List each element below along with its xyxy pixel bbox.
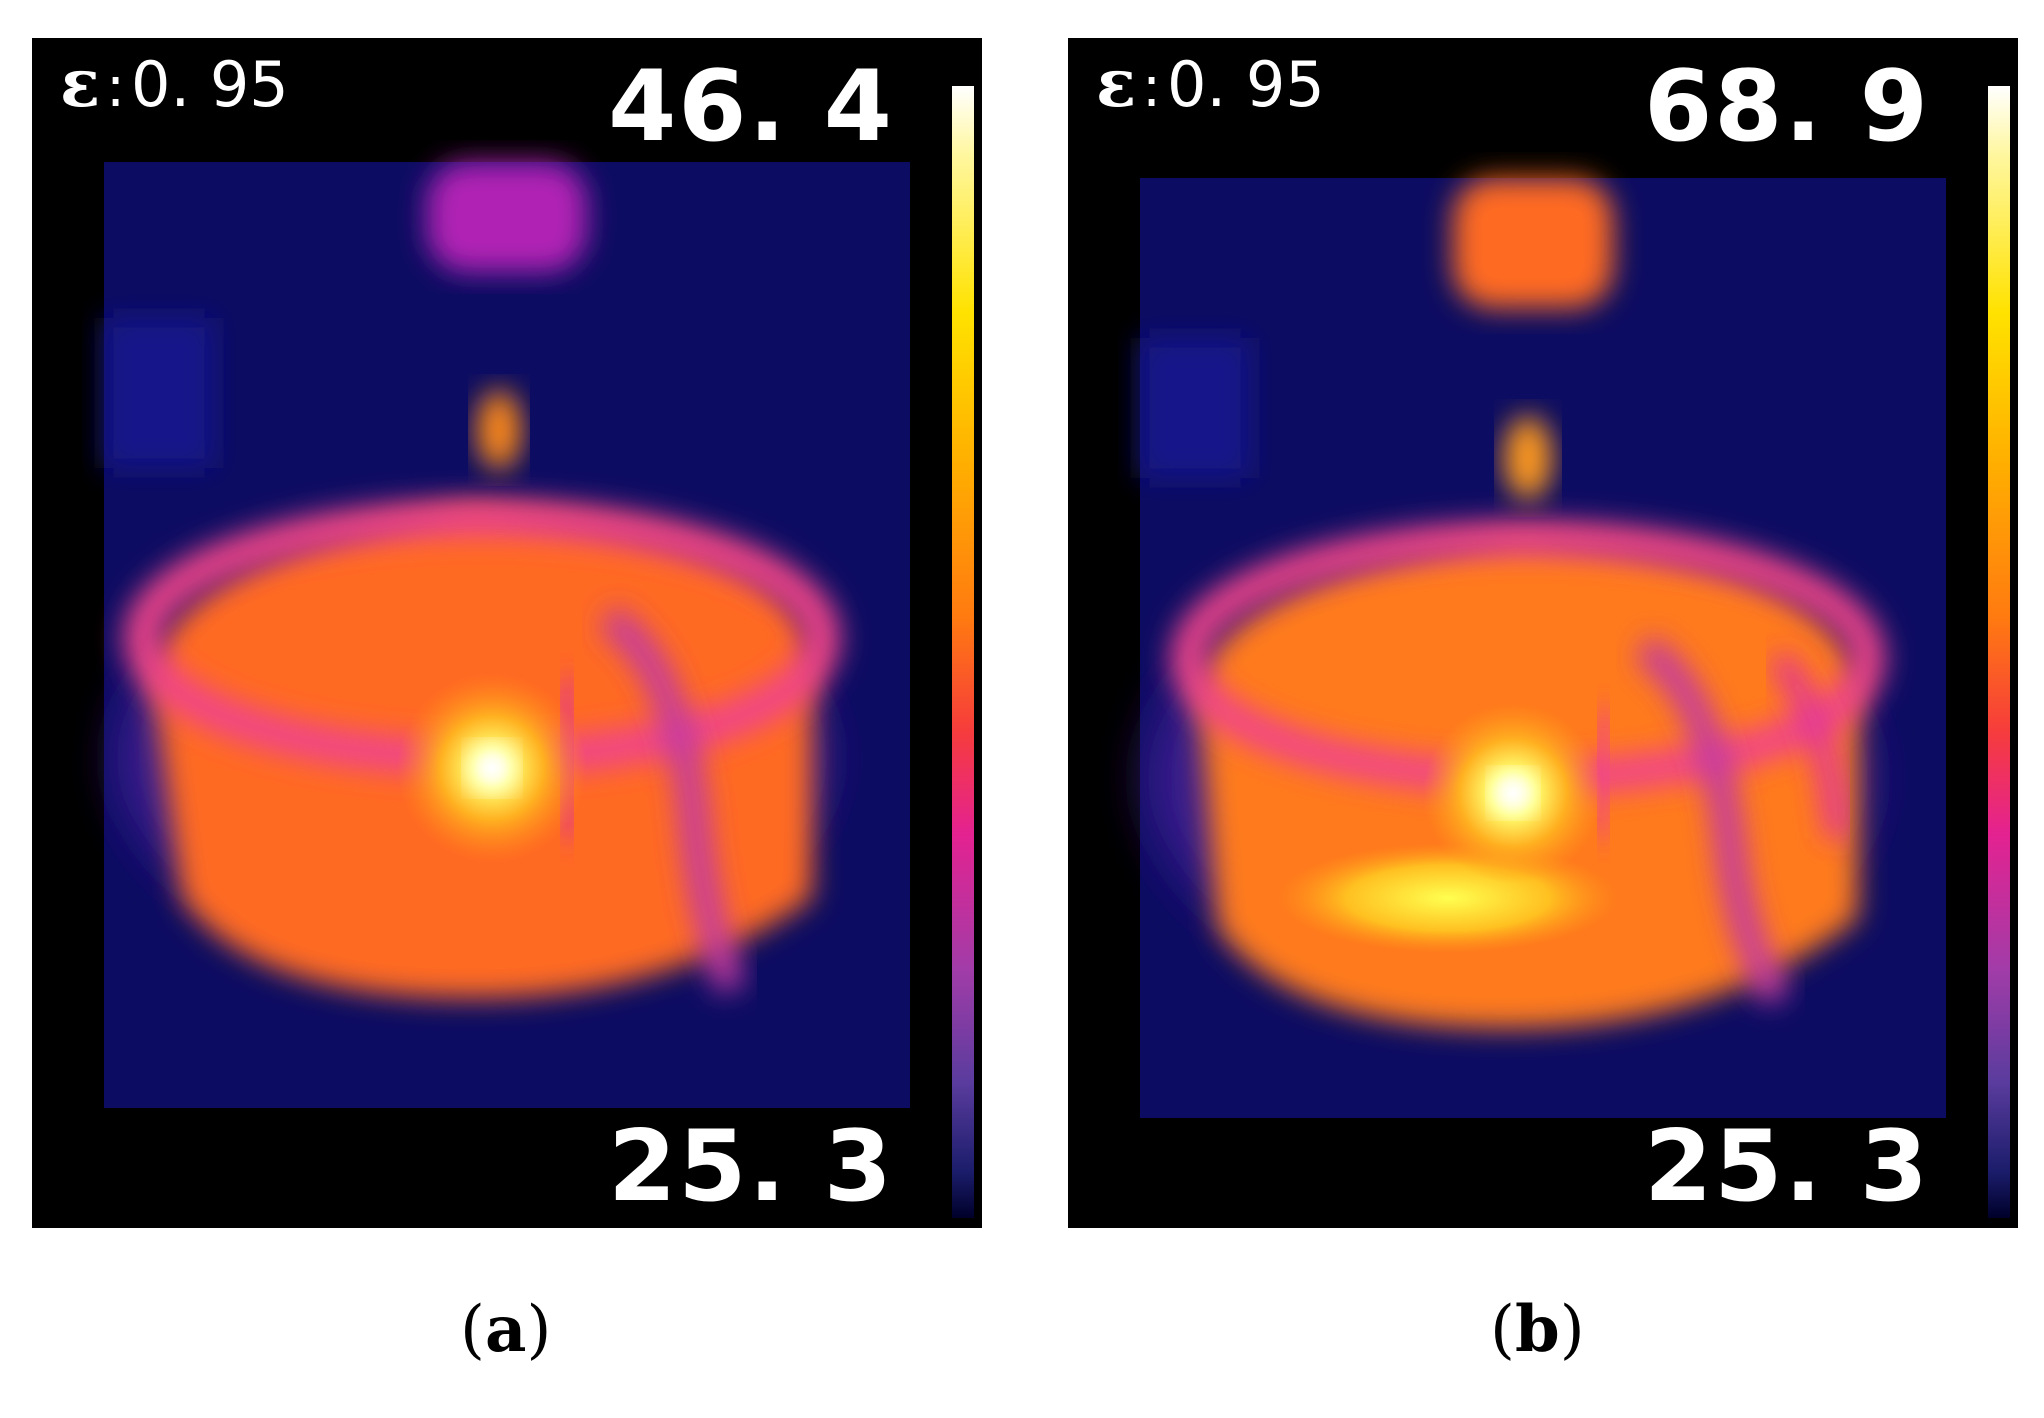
nozzle bbox=[427, 162, 587, 272]
caption-b: (b) bbox=[1490, 1298, 1585, 1363]
thermal-scene-b bbox=[1140, 178, 1946, 1118]
droplet bbox=[477, 390, 521, 470]
cable bbox=[1634, 635, 1791, 1007]
temperature-max: 68. 9 bbox=[1644, 50, 1930, 164]
droplet bbox=[1504, 416, 1552, 500]
emissivity-separator: : bbox=[106, 55, 125, 120]
caption-letter: a bbox=[484, 1292, 527, 1367]
emissivity-symbol: ε bbox=[60, 44, 101, 122]
emissivity-readout: ε : 0. 95 bbox=[1096, 50, 1325, 116]
temperature-min: 25. 3 bbox=[608, 1110, 894, 1224]
temperature-color-scale bbox=[952, 86, 974, 1218]
caption-open-paren: ( bbox=[1490, 1293, 1515, 1367]
thermal-scene-a bbox=[104, 162, 910, 1108]
caption-close-paren: ) bbox=[1559, 1293, 1585, 1367]
background-object bbox=[104, 318, 214, 468]
background-object bbox=[1140, 338, 1250, 478]
cable bbox=[598, 605, 746, 994]
temperature-color-scale bbox=[1988, 86, 2010, 1218]
caption-close-paren: ) bbox=[526, 1293, 552, 1367]
temperature-min: 25. 3 bbox=[1644, 1110, 1930, 1224]
thermal-image-panel-b: ε : 0. 95 68. 9 25. 3 bbox=[1068, 38, 2018, 1228]
temperature-max: 46. 4 bbox=[608, 50, 894, 164]
emissivity-symbol: ε bbox=[1096, 44, 1137, 122]
emissivity-value: 0. 95 bbox=[1167, 48, 1325, 121]
emissivity-readout: ε : 0. 95 bbox=[60, 50, 289, 116]
caption-letter: b bbox=[1514, 1292, 1560, 1367]
caption-open-paren: ( bbox=[460, 1293, 485, 1367]
emissivity-separator: : bbox=[1142, 55, 1161, 120]
cable-loop bbox=[1768, 650, 1850, 839]
caption-a: (a) bbox=[460, 1298, 551, 1363]
nozzle bbox=[1453, 178, 1613, 308]
hot-spot-core bbox=[470, 746, 514, 790]
hot-spot-core bbox=[1493, 773, 1533, 813]
thermal-image-panel-a: ε : 0. 95 46. 4 25. 3 bbox=[32, 38, 982, 1228]
emissivity-value: 0. 95 bbox=[131, 48, 289, 121]
